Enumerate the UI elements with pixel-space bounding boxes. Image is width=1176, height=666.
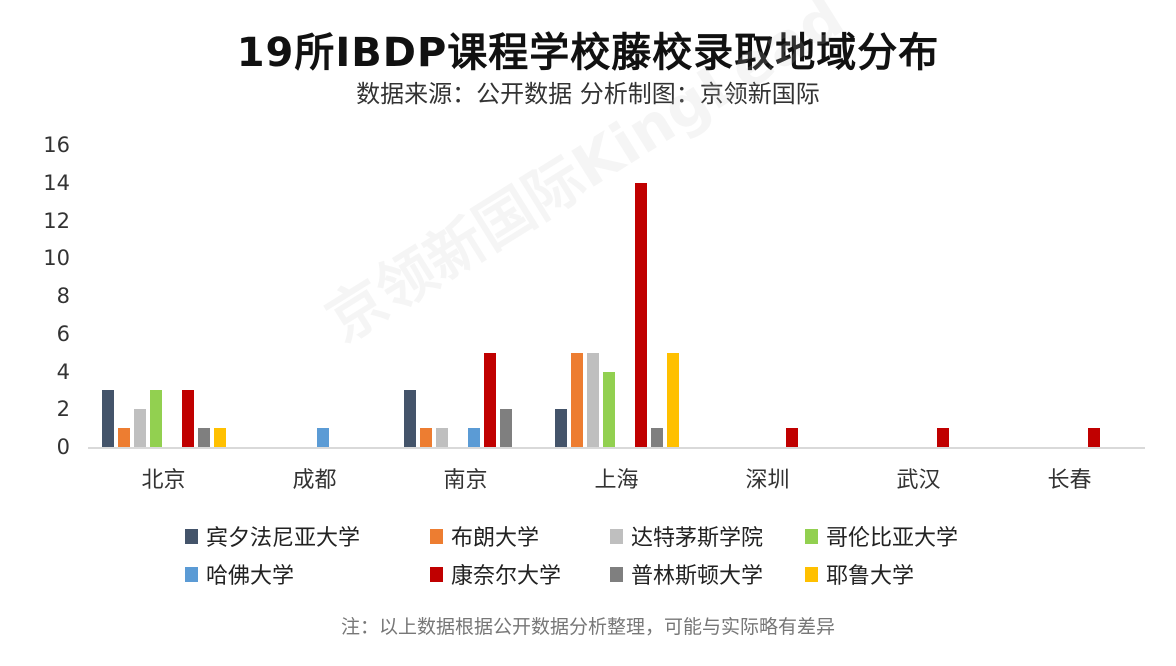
- bar[interactable]: [467, 428, 480, 447]
- x-tick-label: 上海: [594, 468, 639, 493]
- y-tick-label: 0: [56, 435, 70, 459]
- y-tick-label: 14: [43, 170, 70, 195]
- legend-item[interactable]: 哥伦比亚大学: [805, 520, 958, 552]
- bar[interactable]: [117, 428, 130, 447]
- y-tick-label: 6: [56, 321, 70, 346]
- bar[interactable]: [602, 371, 615, 447]
- bar[interactable]: [435, 428, 448, 447]
- legend-label: 哥伦比亚大学: [826, 526, 959, 551]
- legend-swatch-icon: [185, 566, 198, 582]
- legend-swatch-icon: [610, 566, 623, 582]
- footnote: 注：以上数据根据公开数据分析整理，可能与实际略有差异: [340, 616, 835, 638]
- bar[interactable]: [936, 428, 949, 447]
- bar[interactable]: [149, 390, 162, 447]
- x-tick-label: 深圳: [745, 468, 790, 493]
- legend-item[interactable]: 耶鲁大学: [805, 558, 914, 590]
- bar[interactable]: [586, 352, 599, 447]
- legend-item[interactable]: 普林斯顿大学: [610, 558, 763, 590]
- bar[interactable]: [666, 352, 679, 447]
- legend-label: 康奈尔大学: [451, 564, 562, 589]
- bar[interactable]: [181, 390, 194, 447]
- x-tick-label: 武汉: [896, 468, 941, 493]
- y-tick-label: 2: [56, 397, 70, 422]
- legend-label: 哈佛大学: [206, 564, 295, 589]
- y-tick-label: 12: [43, 208, 70, 233]
- bar[interactable]: [1087, 428, 1100, 447]
- legend-swatch-icon: [185, 528, 198, 544]
- bar[interactable]: [483, 352, 496, 447]
- x-axis-line: [88, 447, 1145, 449]
- legend-item[interactable]: 达特茅斯学院: [610, 520, 763, 552]
- x-tick-label: 成都: [292, 468, 337, 493]
- legend-item[interactable]: 哈佛大学: [185, 558, 294, 590]
- y-tick-label: 8: [56, 284, 70, 308]
- legend-item[interactable]: 康奈尔大学: [430, 558, 561, 590]
- bar[interactable]: [101, 390, 114, 447]
- legend-item[interactable]: 宾夕法尼亚大学: [185, 520, 360, 552]
- bar[interactable]: [133, 409, 146, 447]
- bar[interactable]: [650, 428, 663, 447]
- bar[interactable]: [403, 390, 416, 447]
- legend-swatch-icon: [805, 528, 818, 544]
- legend-label: 宾夕法尼亚大学: [206, 526, 361, 551]
- bar[interactable]: [197, 428, 210, 447]
- x-tick-label: 北京: [141, 468, 186, 493]
- bar[interactable]: [316, 428, 329, 447]
- legend-swatch-icon: [805, 566, 818, 582]
- bar[interactable]: [499, 409, 512, 447]
- bar[interactable]: [213, 428, 226, 447]
- legend-swatch-icon: [430, 566, 443, 582]
- y-tick-label: 16: [43, 133, 70, 157]
- legend-item[interactable]: 布朗大学: [430, 520, 539, 552]
- legend-swatch-icon: [610, 528, 623, 544]
- legend-label: 达特茅斯学院: [631, 526, 764, 551]
- y-tick-label: 4: [56, 359, 70, 384]
- legend-label: 普林斯顿大学: [631, 564, 764, 589]
- y-tick-label: 10: [43, 246, 70, 271]
- bar[interactable]: [554, 409, 567, 447]
- chart-subtitle: 数据来源：公开数据 分析制图：京领新国际: [356, 80, 820, 108]
- x-tick-label: 长春: [1047, 468, 1092, 493]
- legend-swatch-icon: [430, 528, 443, 544]
- legend-label: 耶鲁大学: [826, 564, 915, 589]
- bar[interactable]: [570, 352, 583, 447]
- bar[interactable]: [419, 428, 432, 447]
- bar[interactable]: [634, 182, 647, 447]
- legend-label: 布朗大学: [451, 526, 540, 551]
- bar[interactable]: [785, 428, 798, 447]
- chart-title: 19所IBDP课程学校藤校录取地域分布: [236, 30, 940, 76]
- x-tick-label: 南京: [443, 468, 488, 493]
